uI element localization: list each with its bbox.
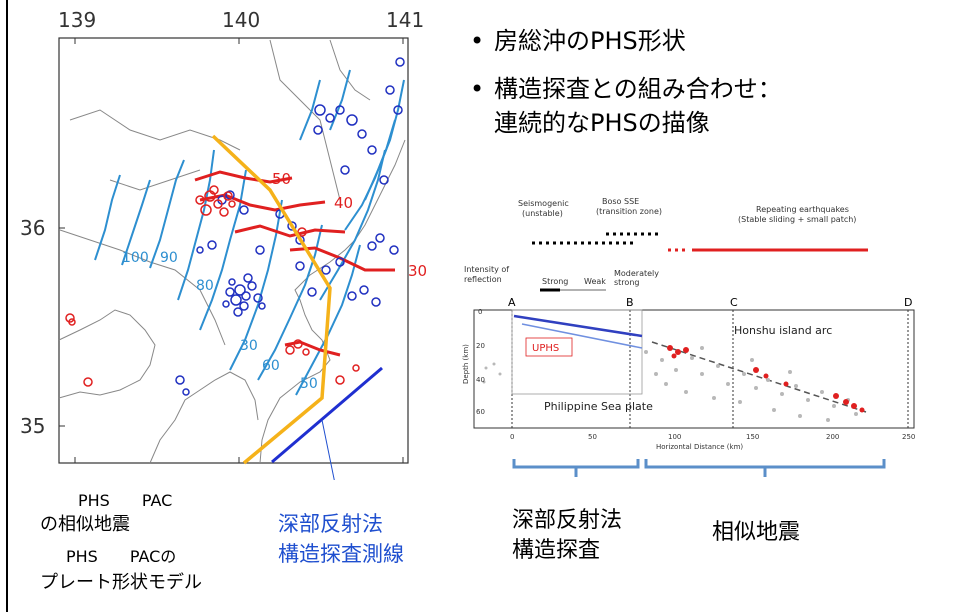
bracket-reflection [512, 459, 640, 477]
distance-axis-label: Horizontal Distance (km) [656, 443, 743, 451]
plate-label: Philippine Sea plate [544, 400, 653, 413]
point-a: A [508, 296, 516, 309]
svg-text:50: 50 [588, 433, 597, 441]
phs-earthquakes [65, 185, 360, 387]
background-seismicity [482, 346, 858, 422]
bullet-2-cont: 連続的なPHSの描像 [494, 109, 710, 137]
frame-left-border [6, 0, 8, 612]
survey-line-orange [211, 134, 332, 465]
bracket-right: 相似地震 [712, 520, 801, 545]
lon-tick-139: 139 [58, 8, 97, 32]
brackets [512, 459, 886, 477]
honshu-label: Honshu island arc [734, 324, 832, 337]
svg-text:0: 0 [478, 308, 482, 316]
pac-earthquakes [175, 57, 405, 396]
pac-label-50: 50 [300, 376, 318, 392]
intensity-moderate: Moderately strong [614, 269, 659, 287]
intensity-weak: Weak [584, 277, 606, 286]
survey-label-line2: 構造探査測線 [278, 542, 404, 566]
svg-text:0: 0 [510, 433, 514, 441]
bullet-2-text: 構造探査との組み合わせ： [494, 75, 782, 103]
svg-text:250: 250 [902, 433, 915, 441]
intensity-label: Intensity of reflection [464, 265, 509, 284]
lon-tick-141: 141 [386, 8, 425, 32]
lon-tick-140: 140 [222, 8, 261, 32]
bullet-1-text: 房総沖のPHS形状 [494, 27, 686, 55]
svg-text:150: 150 [746, 433, 759, 441]
bullet-1: • 房総沖のPHS形状 [470, 27, 686, 55]
section-repeaters [667, 345, 865, 413]
phs-label-40: 40 [334, 194, 353, 212]
reflection-box [511, 309, 643, 395]
map-frame [58, 37, 409, 464]
zone-repeating: Repeating earthquakes (Stable sliding + s… [738, 205, 856, 224]
pac-label-60: 60 [262, 358, 280, 374]
pac-label-30: 30 [240, 338, 258, 354]
lat-tick-36: 36 [20, 216, 46, 240]
pac-label-90: 90 [160, 250, 178, 266]
coastline [58, 39, 406, 464]
section-frame [473, 309, 915, 429]
uphs-box [525, 337, 573, 357]
intensity-strong: Strong [542, 277, 568, 286]
pac-contour-labels: 100 90 80 60 50 30 [122, 250, 318, 392]
zone-boso-sse: Boso SSE (transition zone) [596, 197, 662, 216]
uphs-label: UPHS [532, 343, 559, 354]
map-ticks [59, 38, 404, 463]
bracket-left-line1: 深部反射法 [512, 508, 623, 533]
pac-label-80: 80 [196, 278, 214, 294]
phs-contour-labels: 50 40 30 [272, 170, 427, 280]
point-b: B [626, 296, 634, 309]
pac-label-100: 100 [122, 250, 149, 266]
pac-contours [94, 69, 405, 396]
lat-tick-35: 35 [20, 414, 46, 438]
bracket-repeaters [644, 459, 886, 477]
y-tick-labels: 0 20 40 60 [476, 308, 485, 416]
legend-line4: プレート形状モデル [40, 572, 202, 593]
bracket-left-line2: 構造探査 [512, 538, 601, 563]
uphs-line-2 [521, 323, 643, 349]
legend-line1: PHS PAC [78, 491, 173, 510]
survey-label-line1: 深部反射法 [278, 512, 383, 536]
depth-axis-label: Depth (km) [462, 344, 470, 384]
plate-map: 100 90 80 60 50 30 50 40 30 [58, 37, 427, 480]
legend-line3: PHS PACの [66, 547, 177, 566]
svg-text:100: 100 [668, 433, 681, 441]
svg-text:200: 200 [826, 433, 839, 441]
svg-text:20: 20 [476, 342, 485, 350]
zone-seismogenic: Seismogenic (unstable) [518, 199, 569, 218]
point-c: C [730, 296, 738, 309]
survey-callout-line [321, 419, 335, 480]
svg-text:60: 60 [476, 408, 485, 416]
point-d: D [904, 296, 912, 309]
phs-label-30: 30 [408, 262, 427, 280]
x-tick-labels: 0 50 100 150 200 250 [510, 433, 915, 441]
slab-line [651, 341, 867, 413]
legend-line2: の相似地震 [40, 514, 130, 535]
bullet-2: • 構造探査との組み合わせ： [470, 75, 782, 103]
svg-text:40: 40 [476, 376, 485, 384]
uphs-line-1 [513, 314, 643, 338]
phs-label-50: 50 [272, 170, 291, 188]
cross-section: Seismogenic (unstable) Boso SSE (transitio… [462, 197, 915, 451]
survey-line-blue [271, 366, 383, 464]
